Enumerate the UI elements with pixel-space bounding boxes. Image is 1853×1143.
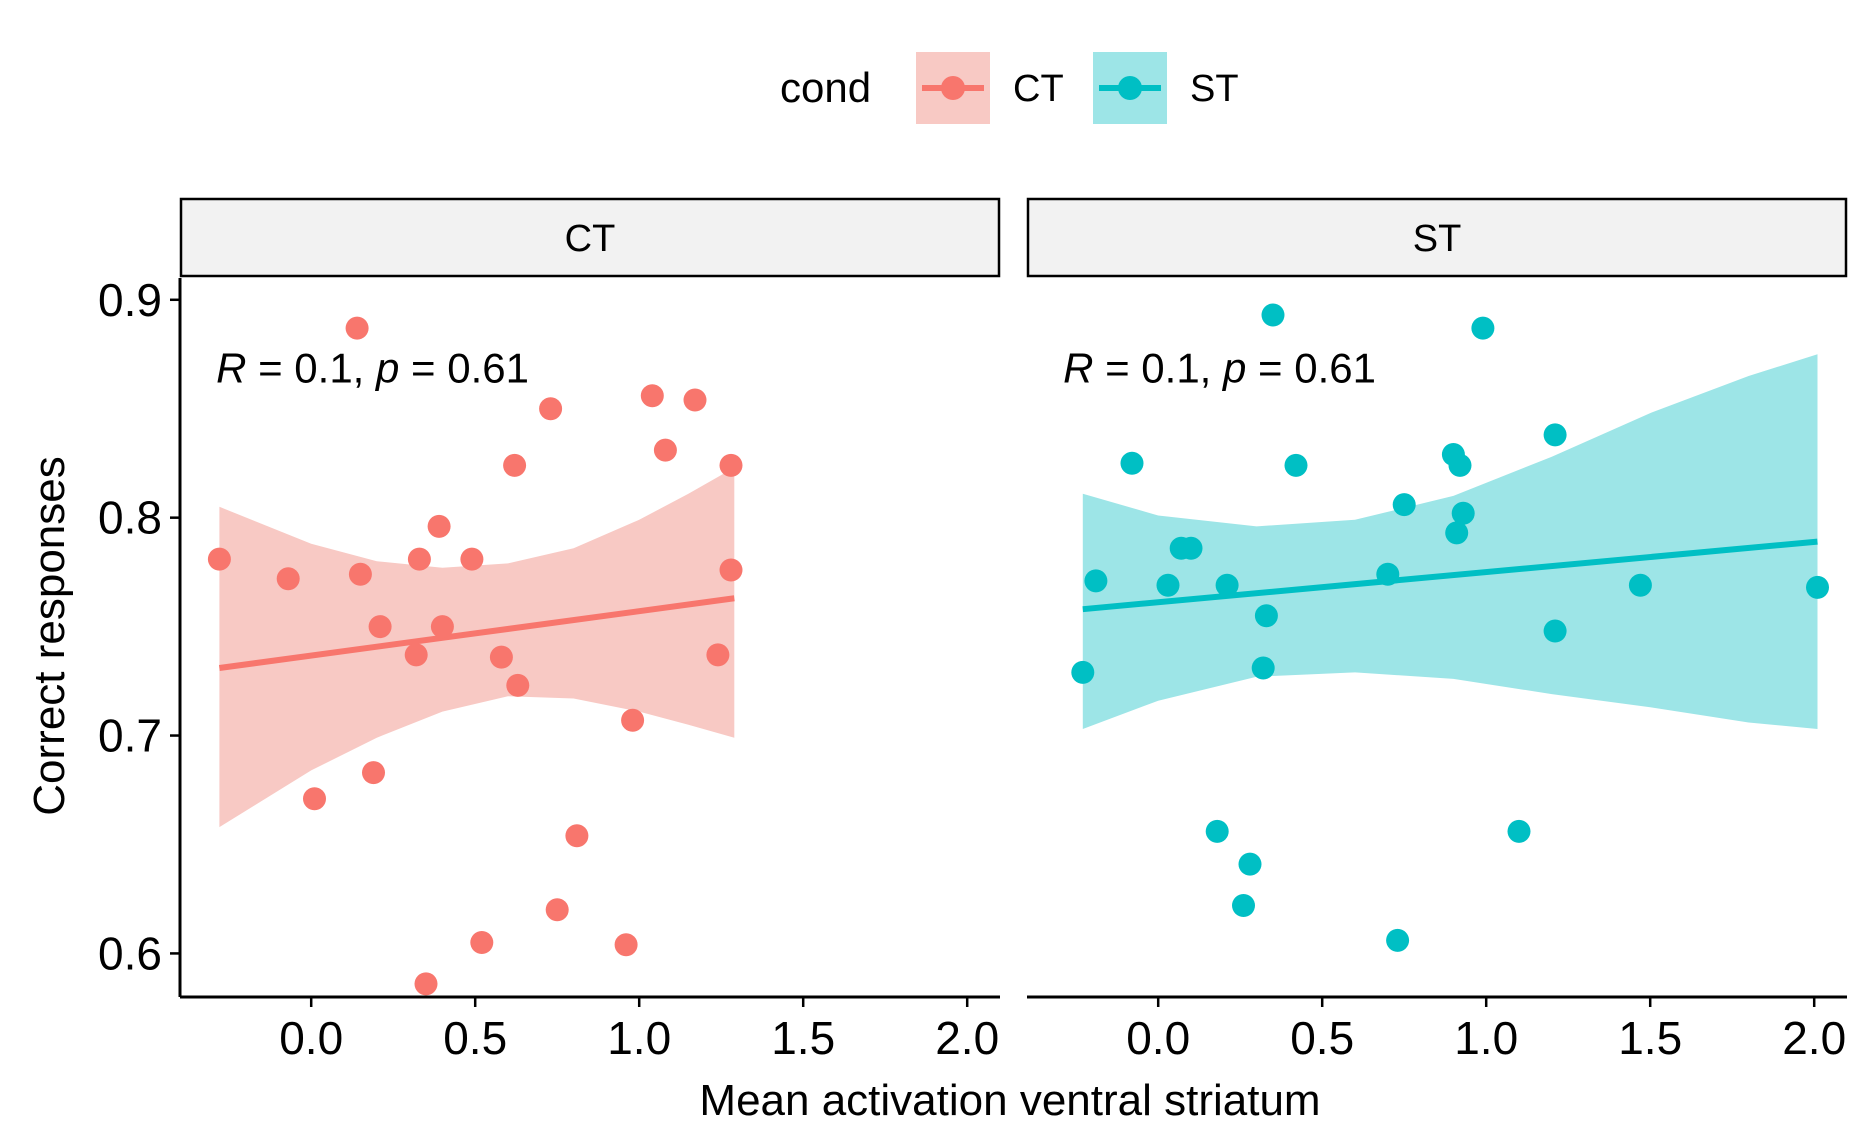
data-point [1215,573,1239,597]
data-point [1120,451,1144,475]
data-point [683,388,707,412]
data-point [207,547,231,571]
data-point [565,824,589,848]
data-point [430,615,454,639]
data-point [1543,423,1567,447]
data-point [1179,536,1203,560]
data-point [1543,619,1567,643]
facet-strip-label: CT [565,218,616,260]
y-tick-label: 0.6 [98,927,162,979]
legend-title: cond [780,64,871,111]
stat-annotation: R = 0.1, p = 0.61 [1063,345,1376,392]
data-point [706,643,730,667]
data-point [414,972,438,996]
data-point [489,645,513,669]
facet-strip [179,197,1001,278]
legend-key-ct-point [941,76,965,100]
data-point [621,708,645,732]
x-axis-title: Mean activation ventral striatum [699,1076,1320,1125]
data-point [614,933,638,957]
y-axis-title: Correct responses [25,456,74,815]
regression-line [1082,538,1818,613]
data-point [503,453,527,477]
x-tick-label: 1.0 [1454,1012,1518,1064]
data-point [348,562,372,586]
x-tick-label: 2.0 [1782,1012,1846,1064]
facet-panel-ct: CT R = 0.1, p = 0.61 0.0 0.5 1.0 1.5 2.0 0.6 0.7… [98,197,1001,1064]
x-tick-label: 1.5 [1618,1012,1682,1064]
data-point [1445,521,1469,545]
data-point [1386,928,1410,952]
data-point [1261,303,1285,327]
data-point [1238,852,1262,876]
legend-key-st-point [1118,76,1142,100]
data-point [1392,493,1416,517]
x-tick-label: 1.0 [607,1012,671,1064]
x-tick-label: 0.0 [1126,1012,1190,1064]
data-point [653,438,677,462]
data-point [545,898,569,922]
data-point [1628,573,1652,597]
data-point [1254,604,1278,628]
data-point [1084,569,1108,593]
data-point [640,384,664,408]
y-tick-label: 0.7 [98,710,162,762]
data-point [719,558,743,582]
data-point [1451,501,1475,525]
data-point [1251,656,1275,680]
facet-strip [1026,197,1848,278]
stat-annotation: R = 0.1, p = 0.61 [216,345,529,392]
data-point [1071,660,1095,684]
data-point [1507,819,1531,843]
data-point [345,316,369,340]
facet-panel-st: ST R = 0.1, p = 0.61 0.0 0.5 1.0 1.5 2.0 [1026,197,1848,1064]
x-tick-label: 2.0 [935,1012,999,1064]
legend: cond CT ST [780,52,1239,124]
regression-line [218,595,735,671]
confidence-ribbon [219,467,735,828]
x-tick-label: 0.5 [443,1012,507,1064]
data-point [368,615,392,639]
data-point [427,514,451,538]
data-point [719,453,743,477]
data-point [1205,819,1229,843]
data-point [1376,562,1400,586]
data-point [1232,894,1255,917]
data-point [460,547,484,571]
data-point [470,931,494,954]
data-point [506,673,530,697]
data-point [1806,575,1829,599]
legend-label-st: ST [1190,68,1239,110]
data-point [1471,316,1495,340]
y-tick-label: 0.9 [98,274,162,326]
data-point [276,567,300,591]
y-tick-label: 0.8 [98,492,162,544]
facet-strip-label: ST [1413,218,1462,260]
data-point [539,397,563,421]
x-tick-label: 1.5 [771,1012,835,1064]
data-point [1448,453,1472,477]
data-point [303,787,326,811]
data-point [1156,573,1180,597]
x-tick-label: 0.0 [279,1012,343,1064]
x-tick-label: 0.5 [1290,1012,1354,1064]
data-point [1284,453,1308,477]
data-point [404,643,428,667]
data-point [407,547,431,571]
data-point [362,761,385,785]
legend-label-ct: CT [1013,68,1064,110]
